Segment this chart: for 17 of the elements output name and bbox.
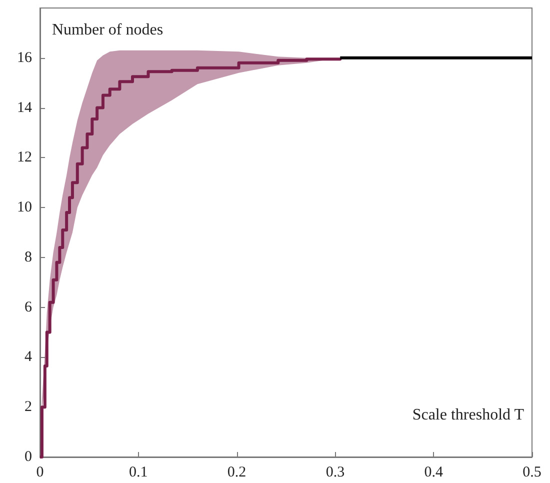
y-tick-label: 14: [17, 100, 32, 116]
x-tick-label: 0.5: [522, 464, 542, 480]
y-axis-title: Number of nodes: [52, 22, 164, 38]
x-tick-label: 0.1: [129, 464, 148, 480]
x-tick-label: 0.3: [326, 464, 345, 480]
x-tick-label: 0.4: [424, 464, 444, 480]
x-axis-title: Scale threshold T: [412, 406, 524, 424]
x-tick-label: 0: [36, 464, 44, 480]
x-tick-label: 0.2: [227, 464, 246, 480]
y-tick-label: 12: [17, 150, 32, 166]
y-tick-label: 16: [17, 50, 32, 66]
y-tick-label: 4: [24, 349, 32, 366]
y-tick-label: 6: [24, 299, 32, 316]
y-tick-label: 0: [24, 449, 32, 465]
y-tick-label: 2: [24, 399, 32, 416]
y-tick-label: 8: [24, 249, 32, 266]
y-tick-label: 10: [17, 200, 32, 216]
